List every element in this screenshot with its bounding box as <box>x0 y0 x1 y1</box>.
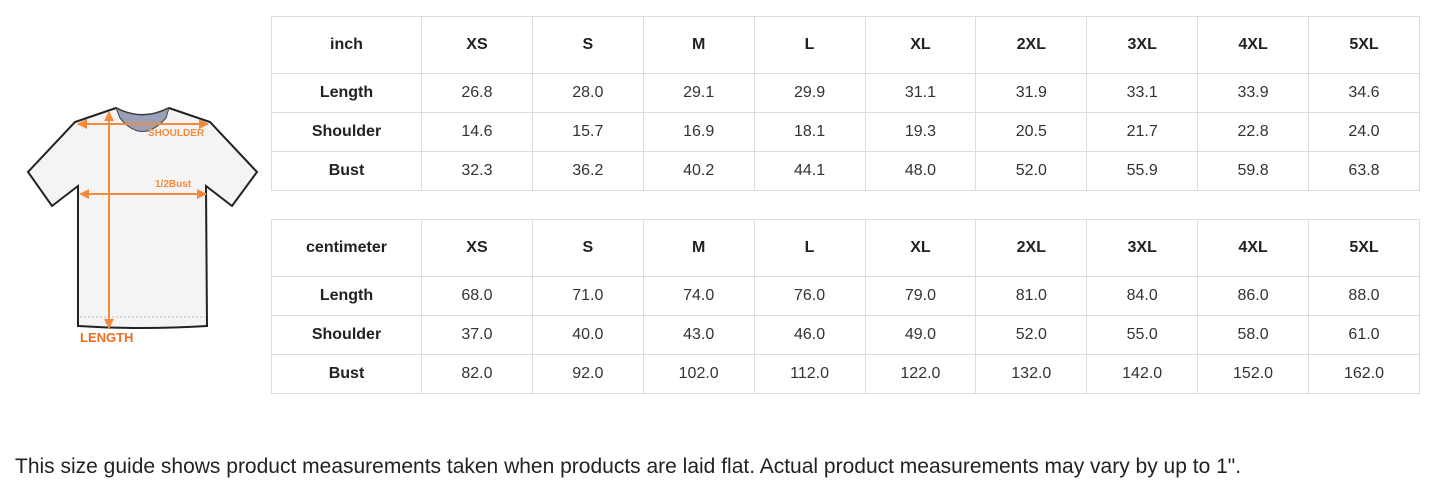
measurement-value: 15.7 <box>531 112 644 152</box>
measurement-value: 152.0 <box>1197 354 1309 394</box>
measurement-label: Bust <box>271 151 422 191</box>
size-guide-footnote: This size guide shows product measuremen… <box>15 455 1242 478</box>
measurement-value: 82.0 <box>421 354 533 394</box>
measurement-value: 20.5 <box>975 112 1088 152</box>
size-header: XS <box>421 219 533 277</box>
size-header: S <box>531 219 644 277</box>
measurement-value: 132.0 <box>975 354 1088 394</box>
tshirt-body <box>26 106 259 329</box>
size-header: 4XL <box>1197 16 1309 74</box>
measurement-value: 43.0 <box>642 315 755 355</box>
measurement-value: 55.0 <box>1086 315 1199 355</box>
unit-header: centimeter <box>271 219 422 277</box>
size-header: 2XL <box>975 219 1088 277</box>
table-row: Bust 82.0 92.0 102.0 112.0 122.0 132.0 142.0 152… <box>271 354 1420 394</box>
measurement-value: 21.7 <box>1086 112 1199 152</box>
measurement-value: 31.9 <box>975 73 1088 113</box>
measurement-value: 33.9 <box>1197 73 1309 113</box>
measurement-value: 48.0 <box>864 151 977 191</box>
measurement-value: 76.0 <box>753 276 866 316</box>
measurement-value: 102.0 <box>642 354 755 394</box>
measurement-value: 46.0 <box>753 315 866 355</box>
size-header: XL <box>864 219 977 277</box>
size-header: L <box>753 16 866 74</box>
size-header: 4XL <box>1197 219 1309 277</box>
measurement-value: 34.6 <box>1308 73 1420 113</box>
measurement-value: 162.0 <box>1308 354 1420 394</box>
size-header: 3XL <box>1086 219 1199 277</box>
size-header: M <box>642 219 755 277</box>
size-header: M <box>642 16 755 74</box>
measurement-value: 29.1 <box>642 73 755 113</box>
measurement-value: 36.2 <box>531 151 644 191</box>
measurement-value: 59.8 <box>1197 151 1309 191</box>
size-table-centimeter: centimeter XS S M L XL 2XL 3XL 4XL 5XL Length 68.0 7… <box>271 219 1420 394</box>
measurement-value: 58.0 <box>1197 315 1309 355</box>
measurement-value: 19.3 <box>864 112 977 152</box>
measurement-value: 142.0 <box>1086 354 1199 394</box>
table-row: Length 68.0 71.0 74.0 76.0 79.0 81.0 84.0 86.0 88… <box>271 276 1420 316</box>
measurement-value: 49.0 <box>864 315 977 355</box>
table-row: Shoulder 37.0 40.0 43.0 46.0 49.0 52.0 55.0 58.0… <box>271 315 1420 355</box>
table-row: Bust 32.3 36.2 40.2 44.1 48.0 52.0 55.9 59.8 63.8 <box>271 151 1420 191</box>
measurement-value: 40.2 <box>642 151 755 191</box>
measurement-value: 28.0 <box>531 73 644 113</box>
measurement-label: Shoulder <box>271 112 422 152</box>
measurement-value: 52.0 <box>975 151 1088 191</box>
shoulder-label: SHOULDER <box>148 128 205 139</box>
measurement-label: Bust <box>271 354 422 394</box>
measurement-value: 61.0 <box>1308 315 1420 355</box>
size-header: 3XL <box>1086 16 1199 74</box>
measurement-value: 44.1 <box>753 151 866 191</box>
measurement-label: Length <box>271 73 422 113</box>
unit-header: inch <box>271 16 422 74</box>
measurement-value: 81.0 <box>975 276 1088 316</box>
measurement-value: 122.0 <box>864 354 977 394</box>
measurement-value: 88.0 <box>1308 276 1420 316</box>
measurement-value: 112.0 <box>753 354 866 394</box>
measurement-value: 52.0 <box>975 315 1088 355</box>
measurement-value: 24.0 <box>1308 112 1420 152</box>
measurement-value: 40.0 <box>531 315 644 355</box>
measurement-label: Length <box>271 276 422 316</box>
measurement-value: 86.0 <box>1197 276 1309 316</box>
size-header: 5XL <box>1308 16 1420 74</box>
measurement-value: 16.9 <box>642 112 755 152</box>
size-header: S <box>531 16 644 74</box>
measurement-value: 22.8 <box>1197 112 1309 152</box>
measurement-value: 63.8 <box>1308 151 1420 191</box>
measurement-value: 29.9 <box>753 73 866 113</box>
measurement-value: 18.1 <box>753 112 866 152</box>
header-row: inch XS S M L XL 2XL 3XL 4XL 5XL <box>271 16 1420 74</box>
measurement-value: 79.0 <box>864 276 977 316</box>
bust-label: 1/2Bust <box>155 179 192 190</box>
measurement-value: 33.1 <box>1086 73 1199 113</box>
measurement-value: 31.1 <box>864 73 977 113</box>
size-header: 5XL <box>1308 219 1420 277</box>
measurement-value: 32.3 <box>421 151 533 191</box>
tshirt-measurement-illustration: SHOULDER 1/2Bust LENGTH <box>26 106 259 345</box>
measurement-value: 26.8 <box>421 73 533 113</box>
size-header: XL <box>864 16 977 74</box>
length-label: LENGTH <box>80 330 133 345</box>
measurement-value: 37.0 <box>421 315 533 355</box>
measurement-value: 92.0 <box>531 354 644 394</box>
size-table-inch: inch XS S M L XL 2XL 3XL 4XL 5XL Length 26.8 28.0 29.… <box>271 16 1420 191</box>
size-header: L <box>753 219 866 277</box>
table-row: Length 26.8 28.0 29.1 29.9 31.1 31.9 33.1 33.9 34… <box>271 73 1420 113</box>
measurement-value: 74.0 <box>642 276 755 316</box>
measurement-value: 68.0 <box>421 276 533 316</box>
measurement-value: 14.6 <box>421 112 533 152</box>
header-row: centimeter XS S M L XL 2XL 3XL 4XL 5XL <box>271 219 1420 277</box>
table-row: Shoulder 14.6 15.7 16.9 18.1 19.3 20.5 21.7 22.8… <box>271 112 1420 152</box>
size-header: XS <box>421 16 533 74</box>
measurement-label: Shoulder <box>271 315 422 355</box>
size-header: 2XL <box>975 16 1088 74</box>
measurement-value: 84.0 <box>1086 276 1199 316</box>
measurement-value: 55.9 <box>1086 151 1199 191</box>
measurement-value: 71.0 <box>531 276 644 316</box>
